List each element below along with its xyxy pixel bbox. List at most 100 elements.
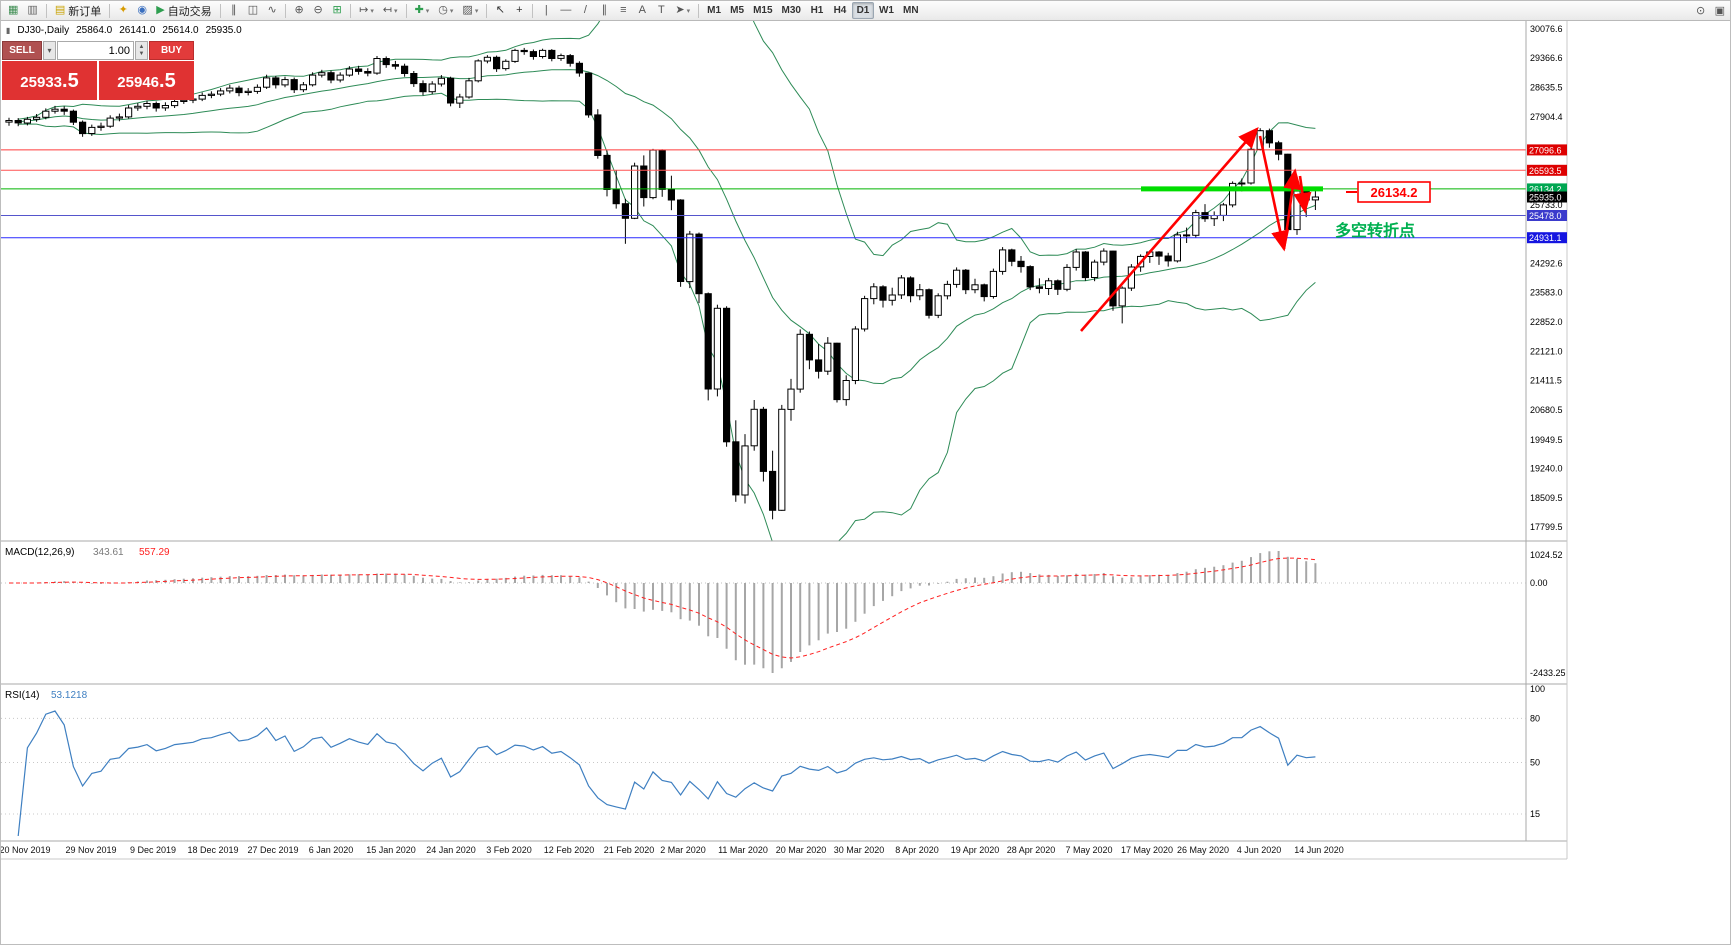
- arrows-button[interactable]: ➤ ▾: [671, 2, 694, 19]
- lot-decrease-icon[interactable]: ▼: [138, 50, 145, 57]
- timeframe-m15-button[interactable]: M15: [753, 5, 773, 16]
- charts-window-button[interactable]: ▦: [4, 2, 22, 19]
- dropdown-arrow-icon[interactable]: ▾: [425, 7, 430, 15]
- sell-price-display[interactable]: 25933.5: [2, 61, 97, 100]
- periods-button[interactable]: ◷ ▾: [434, 2, 457, 19]
- timeframe-m30-button[interactable]: M30: [781, 5, 801, 16]
- dropdown-arrow-icon[interactable]: ▾: [474, 7, 479, 15]
- macd-scale-max: 1024.52: [1530, 550, 1563, 560]
- candle-body: [1118, 287, 1126, 307]
- channel-icon: ∥: [601, 4, 608, 16]
- horizontal-line-button[interactable]: ―: [556, 2, 575, 19]
- trend-arrow[interactable]: [1080, 127, 1259, 332]
- candle-body: [272, 77, 280, 86]
- text-button[interactable]: A: [633, 2, 651, 19]
- lot-stepper[interactable]: ▲ ▼: [135, 41, 148, 60]
- layout-icon[interactable]: ▣: [1714, 5, 1725, 17]
- candle-body: [842, 380, 850, 401]
- macd-scale-zero: 0.00: [1530, 578, 1548, 588]
- timeframe-w1-button[interactable]: W1: [878, 5, 894, 16]
- timeframe-m1-button[interactable]: M1: [707, 5, 722, 16]
- candle-body: [115, 116, 124, 119]
- vertical-line-button[interactable]: |: [537, 2, 555, 19]
- date-axis-label: 28 Apr 2020: [1007, 845, 1056, 855]
- price-axis-label: 20680.5: [1530, 405, 1563, 415]
- candle-body: [263, 77, 271, 88]
- trend-arrow[interactable]: [1282, 168, 1302, 250]
- zoom-out-button[interactable]: ⊖: [309, 2, 327, 19]
- quick-trade-button[interactable]: ✦: [114, 2, 132, 19]
- templates-button[interactable]: ▨ ▾: [458, 2, 482, 19]
- search-icon[interactable]: ⊙: [1695, 5, 1706, 17]
- timeframe-h4-button[interactable]: H4: [833, 5, 847, 16]
- timeframe-d1-button[interactable]: D1: [851, 2, 874, 19]
- chart-canvas[interactable]: 多空转折点 26134.2 30076.6 29366.6 28635.5 27904.4…: [1, 21, 1731, 945]
- candle-body: [79, 121, 87, 135]
- candle-body: [244, 90, 252, 94]
- candle-body: [539, 49, 547, 57]
- trend-arrow[interactable]: [1293, 175, 1312, 214]
- candle-body: [575, 62, 583, 74]
- candle-body: [741, 445, 749, 496]
- price-badge: [1527, 232, 1567, 244]
- candle-body: [483, 56, 491, 62]
- sell-button[interactable]: SELL: [2, 41, 42, 60]
- candle-body: [143, 103, 151, 107]
- lot-size-input[interactable]: [57, 41, 134, 60]
- trend-arrow[interactable]: [1258, 135, 1290, 252]
- bar-chart-button[interactable]: ∥: [225, 2, 243, 19]
- crosshair-button[interactable]: +: [510, 2, 528, 19]
- autotrade-button[interactable]: ▶ 自动交易: [152, 2, 215, 19]
- indicators-button[interactable]: ✚ ▾: [411, 2, 434, 19]
- candle-body: [125, 107, 133, 118]
- price-badge: [1527, 183, 1567, 195]
- dropdown-arrow-icon[interactable]: ▾: [394, 7, 398, 15]
- candle-body: [695, 233, 703, 295]
- buy-button[interactable]: BUY: [149, 41, 194, 60]
- candle-body: [897, 277, 905, 296]
- timeframe-m5-button[interactable]: M5: [730, 5, 745, 16]
- candle-body: [198, 94, 206, 100]
- buy-price-display[interactable]: 25946.5: [99, 61, 194, 100]
- accounts-button[interactable]: ◉: [133, 2, 151, 19]
- candle-body: [5, 120, 13, 123]
- timeframe-h1-button[interactable]: H1: [810, 5, 824, 16]
- symbol-period-label: DJ30-,Daily: [17, 25, 70, 36]
- candle-body: [815, 359, 823, 372]
- channel-button[interactable]: ∥: [595, 2, 613, 19]
- trade-options-dropdown-icon[interactable]: ▾: [43, 41, 56, 60]
- dropdown-arrow-icon[interactable]: ▾: [449, 7, 454, 15]
- date-axis-label: 19 Apr 2020: [951, 845, 1000, 855]
- candle-body: [355, 68, 363, 72]
- dropdown-arrow-icon[interactable]: ▾: [686, 7, 691, 15]
- candle-body: [851, 328, 859, 381]
- candle-body: [1183, 234, 1191, 237]
- date-axis-label: 17 May 2020: [1121, 845, 1173, 855]
- tick-chart-button[interactable]: ▥: [23, 2, 41, 19]
- chart-shift-button[interactable]: ↤ ▾: [379, 2, 402, 19]
- trendline-button[interactable]: /: [576, 2, 594, 19]
- candle-body: [631, 165, 639, 219]
- tile-windows-button[interactable]: ⊞: [328, 2, 346, 19]
- date-axis-label: 3 Feb 2020: [486, 845, 532, 855]
- candle-body: [870, 286, 878, 300]
- candle-body: [916, 289, 924, 297]
- candlestick-chart-button[interactable]: ◫: [244, 2, 262, 19]
- rsi-scale-label: 100: [1530, 684, 1545, 694]
- candle-body: [60, 108, 68, 112]
- lot-increase-icon[interactable]: ▲: [138, 43, 145, 50]
- candle-body: [106, 117, 114, 127]
- price-callout-box[interactable]: [1357, 181, 1431, 203]
- timeframe-mn-button[interactable]: MN: [902, 5, 919, 16]
- dropdown-arrow-icon[interactable]: ▾: [370, 7, 374, 15]
- new-order-button[interactable]: ▤ 新订单: [51, 2, 105, 19]
- zoom-in-button[interactable]: ⊕: [290, 2, 308, 19]
- line-chart-button[interactable]: ∿: [263, 2, 281, 19]
- cursor-button[interactable]: ↖: [491, 2, 509, 19]
- candle-body: [345, 68, 353, 76]
- label-button[interactable]: T: [652, 2, 670, 19]
- date-axis-label: 6 Jan 2020: [309, 845, 354, 855]
- auto-scroll-button[interactable]: ↦ ▾: [355, 2, 378, 19]
- pivot-point-label[interactable]: 多空转折点: [1335, 221, 1415, 240]
- fibonacci-button[interactable]: ≡: [614, 2, 632, 19]
